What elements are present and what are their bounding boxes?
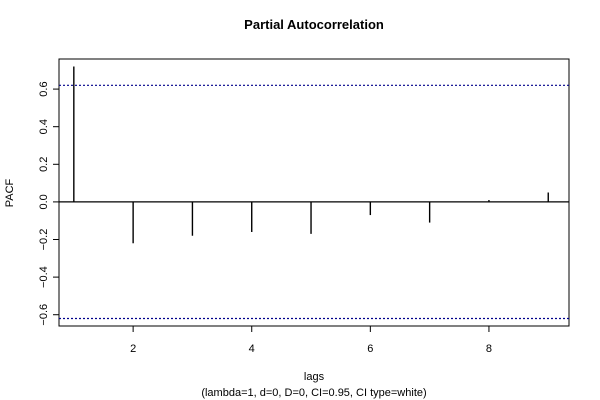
y-tick-label: 0.4 [38, 119, 50, 134]
y-tick-label: 0.2 [38, 157, 50, 172]
x-tick-label: 2 [130, 343, 136, 355]
x-tick-label: 8 [486, 343, 492, 355]
x-axis: 2 4 6 8 [130, 326, 492, 355]
y-tick-label: −0.6 [38, 304, 50, 326]
y-axis: −0.6 −0.4 −0.2 0.0 0.2 0.4 0.6 [38, 81, 59, 326]
y-tick-label: −0.4 [38, 266, 50, 288]
chart-title: Partial Autocorrelation [244, 17, 384, 32]
x-axis-label: lags [304, 371, 325, 383]
x-tick-label: 4 [249, 343, 255, 355]
plot-marks [59, 66, 569, 320]
y-tick-label: 0.0 [38, 194, 50, 209]
x-axis-subtitle: (lambda=1, d=0, D=0, CI=0.95, CI type=wh… [201, 387, 426, 399]
y-tick-label: 0.6 [38, 81, 50, 96]
x-tick-label: 6 [367, 343, 373, 355]
y-axis-label: PACF [4, 178, 16, 207]
y-tick-label: −0.2 [38, 229, 50, 251]
plot-frame [58, 58, 570, 327]
